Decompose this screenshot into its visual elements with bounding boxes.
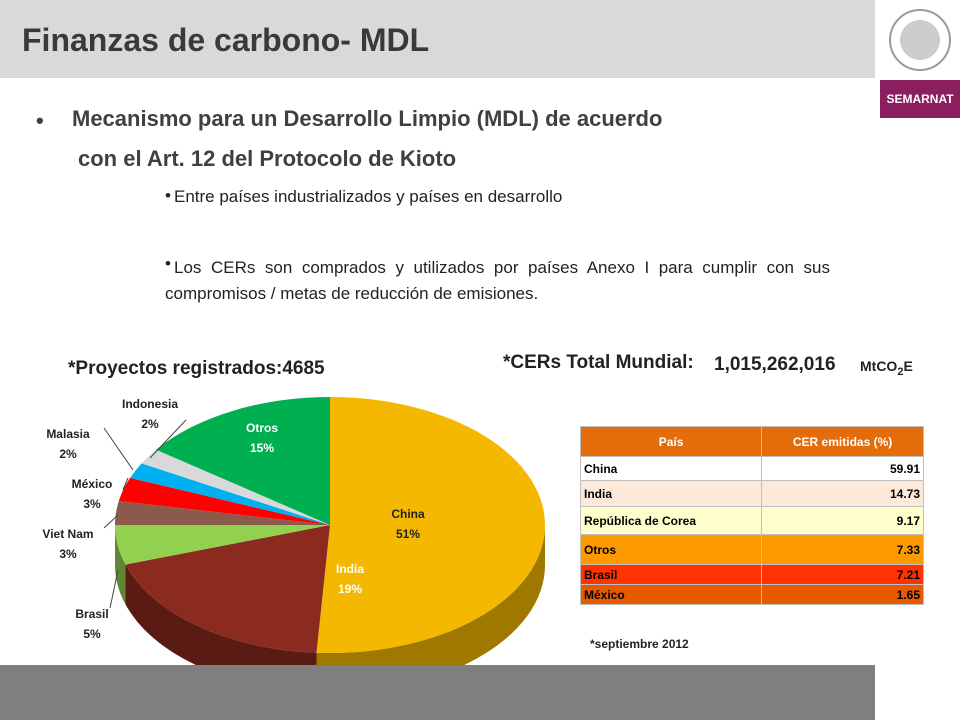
slice-value: 3% [59, 547, 77, 561]
pie-chart: China 51% India 19% Brasil 5% Viet Nam 3% México… [42, 397, 545, 665]
slice-top [125, 525, 330, 653]
slice-value: 2% [59, 447, 77, 461]
logo: SEMARNAT [880, 80, 960, 118]
cell: China [579, 456, 763, 481]
cell: 1.65 [761, 584, 924, 605]
cer-label: *CERs Total Mundial: [503, 352, 694, 373]
slice-value: 51% [396, 527, 420, 541]
leader-line [149, 419, 187, 459]
sub-bullet-dot: • [165, 254, 171, 273]
sub-bullet-dot: • [165, 186, 171, 205]
leader-line [103, 514, 119, 529]
sub-bullet: Entre países industrializados y países e… [174, 187, 563, 206]
leader-line [103, 427, 134, 471]
slice-label: Otros [246, 421, 278, 435]
slice-top [118, 477, 330, 525]
cer-value: 1,015,262,016 [714, 354, 836, 375]
slice-side [316, 525, 545, 665]
cell: República de Corea [579, 506, 763, 535]
slice-side [115, 525, 126, 605]
slice-value: 2% [141, 417, 159, 431]
slice [115, 525, 330, 605]
table-row: India 14.73 [579, 480, 924, 507]
bullet: Mecanismo para un Desarrollo Limpio (MDL… [72, 106, 663, 131]
bullet: con el Art. 12 del Protocolo de Kioto [78, 146, 457, 171]
slice [130, 463, 330, 525]
table-row: China 59.91 [579, 456, 924, 481]
unit: MtCO [860, 358, 898, 374]
footer-band [0, 665, 875, 720]
cell: Otros [579, 534, 763, 565]
footnote: *septiembre 2012 [590, 637, 689, 651]
slice-top [141, 449, 330, 525]
slice-label: Malasia [46, 427, 90, 441]
cer-unit: MtCO2E [860, 358, 913, 378]
cell: 7.21 [761, 564, 924, 585]
unit: E [903, 358, 913, 374]
leader-line [122, 477, 129, 491]
table-row: México 1.65 [579, 584, 924, 605]
table: País CER emitidas (%) China 59.91 India 14.73… [579, 426, 924, 605]
header-band [0, 0, 875, 78]
unit-sub: 2 [897, 365, 904, 378]
cell: Brasil [579, 564, 763, 585]
slice-label: Viet Nam [42, 527, 93, 541]
table-row: Otros 7.33 [579, 534, 924, 565]
seal [889, 9, 951, 71]
slice-label: Indonesia [122, 397, 178, 411]
slice-label: México [72, 477, 113, 491]
slice [118, 477, 330, 525]
table-row: República de Corea 9.17 [579, 506, 924, 535]
slice-label: Brasil [75, 607, 108, 621]
slice [141, 449, 330, 525]
slice-top [130, 463, 330, 525]
leader-line [109, 569, 119, 609]
cell: México [579, 584, 763, 605]
slice-value: 15% [250, 441, 274, 455]
cell: India [579, 480, 763, 507]
table-header: País CER emitidas (%) [579, 426, 924, 457]
title: Finanzas de carbono- MDL [22, 22, 430, 58]
table-row: Brasil 7.21 [579, 564, 924, 585]
cell: 14.73 [761, 480, 924, 507]
slice-label: India [336, 562, 364, 576]
header-cell: CER emitidas (%) [761, 426, 924, 457]
slice-value: 19% [338, 582, 362, 596]
slice-value: 5% [83, 627, 101, 641]
slice-value: 3% [83, 497, 101, 511]
slice [125, 525, 330, 665]
header-cell: País [579, 426, 763, 457]
slice [316, 397, 545, 665]
slice-top [156, 397, 330, 525]
slice-top [316, 397, 545, 653]
slice-top [115, 501, 330, 525]
slice-side [125, 564, 317, 665]
slice-label: China [391, 507, 425, 521]
chart-title: *Proyectos registrados:4685 [68, 358, 325, 379]
bullet-dot: • [36, 108, 44, 133]
slice-top [115, 525, 330, 565]
slice [115, 501, 330, 525]
cell: 9.17 [761, 506, 924, 535]
cell: 59.91 [761, 456, 924, 481]
cell: 7.33 [761, 534, 924, 565]
sub-bullet: Los CERs son comprados y utilizados por … [165, 258, 830, 303]
slice [156, 397, 330, 525]
